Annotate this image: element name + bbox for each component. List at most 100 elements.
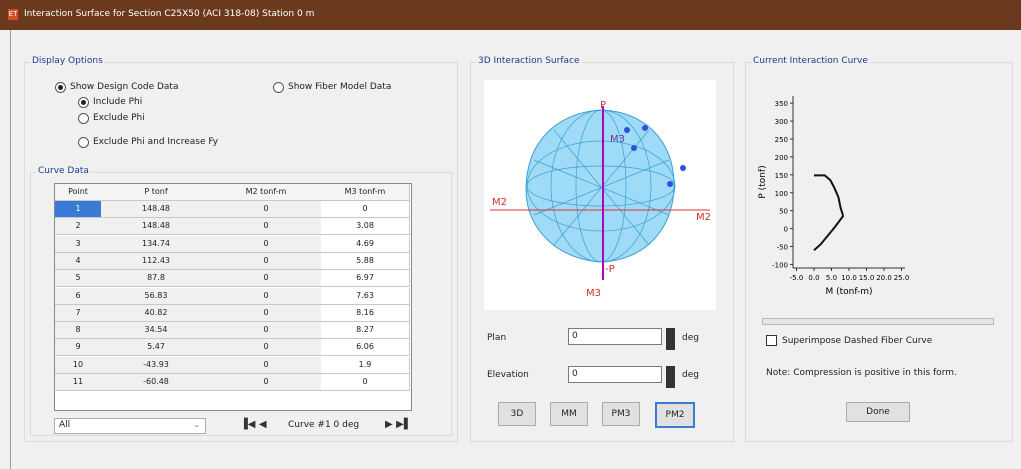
filter-dropdown[interactable]: All ⌄ (54, 418, 206, 434)
cell: -43.93 (101, 356, 212, 374)
y-tick-label: 300 (775, 118, 788, 126)
radio[interactable] (78, 137, 89, 148)
cell: 56.83 (101, 287, 212, 305)
radio[interactable] (78, 97, 89, 108)
x-tick-label: -5.0 (790, 274, 804, 282)
y-tick-label: 50 (779, 208, 788, 216)
surface-group (470, 62, 734, 442)
nav-last[interactable]: ▶ ▶▌ (385, 419, 412, 430)
x-tick-label: 0.0 (808, 274, 819, 282)
radio[interactable] (55, 82, 66, 93)
cell: 0 (211, 218, 322, 236)
label: Superimpose Dashed Fiber Curve (782, 336, 933, 346)
group-title: Current Interaction Curve (751, 56, 870, 66)
nav-first[interactable]: ▐◀ ◀ (240, 419, 267, 430)
unit: deg (682, 333, 699, 343)
dropdown-value: All (59, 420, 71, 430)
window-title: Interaction Surface for Section C25X50 (… (24, 9, 315, 19)
title-bar: ET Interaction Surface for Section C25X5… (0, 0, 1021, 30)
axis-label: M2 (696, 212, 711, 223)
cell: 2 (55, 218, 102, 236)
plan-input[interactable]: 0 (568, 328, 662, 345)
value: 0 (572, 331, 578, 341)
cell: 148.48 (101, 218, 212, 236)
frame (0, 30, 11, 469)
label: Include Phi (93, 97, 143, 107)
label: Plan (487, 333, 507, 343)
points (624, 125, 686, 187)
note: Note: Compression is positive in this fo… (766, 368, 957, 378)
checkbox[interactable] (766, 335, 777, 346)
label: Show Fiber Model Data (288, 82, 392, 92)
cell: 6.97 (321, 270, 410, 288)
cell: 3.08 (321, 218, 410, 236)
column-header: P tonf (101, 184, 212, 201)
y-tick-label: 250 (775, 136, 788, 144)
view-button[interactable]: 3D (498, 402, 536, 426)
app-icon: ET (8, 9, 18, 20)
x-tick-label: 10.0 (841, 274, 857, 282)
cell: 0 (211, 235, 322, 253)
cell: 8.27 (321, 322, 410, 340)
group-title: 3D Interaction Surface (476, 56, 582, 66)
chart: 350 300 250 200 150 100 50 0 -50 -100-5.0 0.0 5.0 10… (758, 96, 909, 297)
view-button[interactable]: PM2 (655, 402, 695, 428)
column-header: M2 tonf-m (211, 184, 322, 201)
cell: 1 (55, 201, 102, 218)
cell: 148.48 (101, 201, 212, 218)
curve-data-group (30, 172, 452, 436)
cell: 5.88 (321, 252, 410, 270)
cell: 0 (211, 339, 322, 357)
spinner[interactable] (666, 366, 675, 388)
cell: 112.43 (101, 252, 212, 270)
cell: 1.9 (321, 356, 410, 374)
elevation-input[interactable]: 0 (568, 366, 662, 383)
y-tick-label: 150 (775, 172, 788, 180)
value: 0 (572, 369, 578, 379)
radio[interactable] (78, 113, 89, 124)
label: Exclude Phi (93, 113, 145, 123)
curve-table: Point P tonf M2 tonf-m M3 tonf-m 1 148.48 0 0 2 1… (54, 183, 412, 411)
column-header: Point (55, 184, 102, 201)
spinner[interactable] (666, 328, 675, 350)
y-tick-label: 0 (784, 226, 788, 234)
slider[interactable] (762, 318, 994, 325)
left-group (24, 62, 458, 442)
done-button[interactable]: Done (846, 402, 910, 422)
cell: 6.06 (321, 339, 410, 357)
y-axis-label: P (tonf) (758, 165, 768, 198)
cell: 0 (211, 322, 322, 340)
y-tick-label: 350 (775, 100, 788, 108)
cell: 3 (55, 235, 102, 253)
cell: 134.74 (101, 235, 212, 253)
cell: 4 (55, 252, 102, 270)
cell: 7 (55, 304, 102, 322)
axis-label: M3 (586, 288, 601, 299)
surface-view: P M3 M2 M2 -P M3 (484, 80, 716, 310)
mesh (526, 109, 676, 263)
group-title: Curve Data (36, 166, 91, 176)
cell: 10 (55, 356, 102, 374)
label: Show Design Code Data (70, 82, 179, 92)
cell: 6 (55, 287, 102, 305)
radio[interactable] (273, 82, 284, 93)
curve-label: Curve #1 0 deg (288, 420, 360, 430)
curve-group (745, 62, 1013, 442)
group-title: Display Options (30, 56, 105, 66)
axis-label: M3 (610, 134, 625, 145)
cell: 0 (211, 287, 322, 305)
view-button[interactable]: PM3 (602, 402, 640, 426)
cell: 34.54 (101, 322, 212, 340)
x-tick-label: 15.0 (859, 274, 875, 282)
cell: 5.47 (101, 339, 212, 357)
axis-label: P (600, 100, 606, 111)
column-header: M3 tonf-m (321, 184, 410, 201)
cell: 8 (55, 322, 102, 340)
cell: 0 (321, 374, 410, 391)
dropdown-arrow: ⌄ (193, 420, 201, 430)
view-button[interactable]: MM (550, 402, 588, 426)
cell: 40.82 (101, 304, 212, 322)
cell: 5 (55, 270, 102, 288)
x-tick-label: 5.0 (826, 274, 837, 282)
